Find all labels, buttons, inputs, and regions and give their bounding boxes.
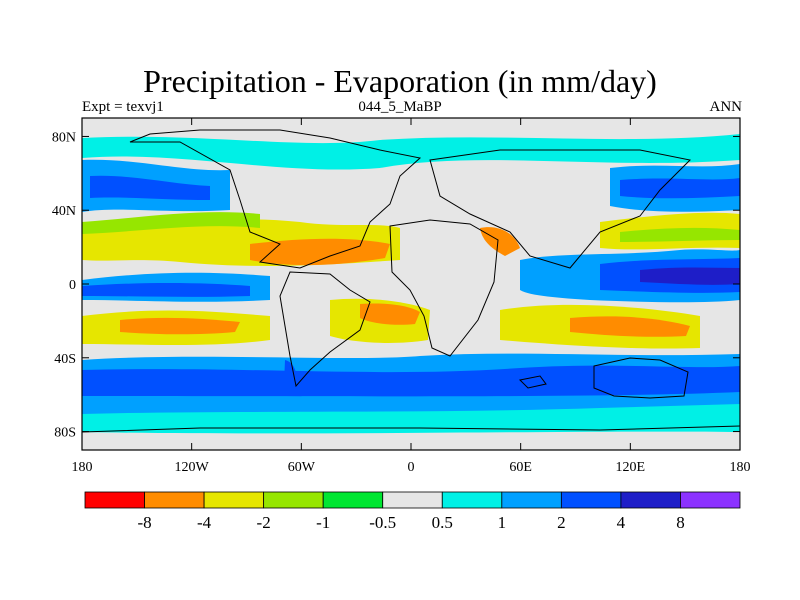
colorbar-label: -1 <box>316 513 330 532</box>
colorbar: -8 -4 -2 -1 -0.5 0.5 1 2 4 8 <box>84 491 741 532</box>
lat-axis: 80N 40N 0 40S 80S <box>52 130 740 441</box>
lon-tick-label: 60E <box>509 460 532 475</box>
colorbar-swatch <box>441 491 503 509</box>
colorbar-label: 0.5 <box>432 513 453 532</box>
colorbar-swatch <box>84 491 145 509</box>
lat-tick-label: 0 <box>69 278 76 293</box>
chart-title: Precipitation - Evaporation (in mm/day) <box>143 63 657 99</box>
lat-tick-label: 40N <box>52 204 76 219</box>
colorbar-swatch <box>680 491 741 509</box>
colorbar-swatch <box>382 491 443 509</box>
colorbar-swatch <box>620 491 681 509</box>
colorbar-label: 1 <box>498 513 507 532</box>
colorbar-swatch <box>501 491 562 509</box>
colorbar-label: 8 <box>676 513 685 532</box>
lat-tick-label: 40S <box>54 352 76 367</box>
season-label: ANN <box>709 99 743 115</box>
colorbar-label: -8 <box>137 513 151 532</box>
lon-tick-label: 120E <box>616 460 646 475</box>
colorbar-swatch <box>203 491 265 509</box>
lon-tick-label: 60W <box>288 460 316 475</box>
colorbar-label: 4 <box>617 513 626 532</box>
colorbar-swatch <box>144 491 205 509</box>
lon-axis: 180 120W 60W 0 60E 120E 180 <box>72 118 751 475</box>
colorbar-label: -4 <box>197 513 212 532</box>
colorbar-swatch <box>322 491 384 509</box>
coastlines <box>82 129 740 433</box>
period-label: 044_5_MaBP <box>358 99 442 115</box>
lon-tick-label: 180 <box>730 460 751 475</box>
lat-tick-label: 80S <box>54 426 76 441</box>
colorbar-swatch <box>263 491 324 509</box>
experiment-label: Expt = texvj1 <box>82 99 164 115</box>
lon-tick-label: 180 <box>72 460 93 475</box>
colorbar-swatch <box>560 491 622 509</box>
lon-tick-label: 0 <box>408 460 415 475</box>
lat-tick-label: 80N <box>52 130 76 145</box>
colorbar-label: -2 <box>257 513 271 532</box>
colorbar-label: -0.5 <box>369 513 396 532</box>
lon-tick-label: 120W <box>175 460 210 475</box>
colorbar-label: 2 <box>557 513 566 532</box>
contour-fill <box>82 134 740 434</box>
map-field <box>82 118 740 450</box>
